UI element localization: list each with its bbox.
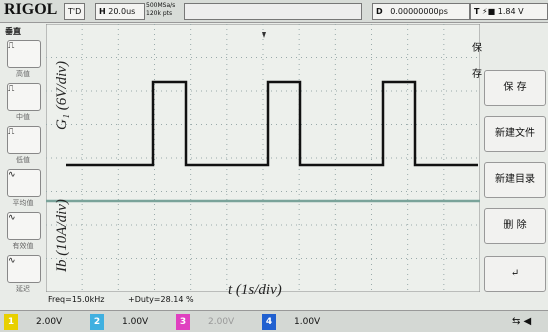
timebase: 20.0us <box>108 7 135 16</box>
t-label: T <box>474 7 479 16</box>
menu-caption: 高值 <box>2 69 44 79</box>
menu-caption: 中值 <box>2 112 44 122</box>
menu-caption: 有效值 <box>2 241 44 251</box>
left-menu-title: 垂直 <box>5 26 21 37</box>
h-label: H <box>99 7 106 16</box>
soft-key[interactable]: 新建文件 <box>484 116 546 152</box>
trigger-mode[interactable]: T'D <box>64 3 85 20</box>
usb-icon: ⇆ ◀ <box>512 316 531 327</box>
menu-button[interactable]: ∿ <box>7 169 41 197</box>
memory-bar <box>184 3 362 20</box>
memory-depth: 120k pts <box>146 10 172 17</box>
menu-caption: 延迟 <box>2 284 44 294</box>
d-label: D <box>376 7 383 16</box>
channel-scale: 1.00V <box>294 314 320 330</box>
channel-number[interactable]: 2 <box>90 314 104 330</box>
sample-rate: 500MSa/s <box>146 2 175 9</box>
delay: 0.00000000ps <box>390 7 448 16</box>
soft-key[interactable]: 新建目录 <box>484 162 546 198</box>
menu-button[interactable]: ∿ <box>7 212 41 240</box>
oscilloscope-screen: RIGOL T'D H 20.0us 500MSa/s120k pts D 0.… <box>0 0 548 332</box>
waveform-display <box>46 24 480 292</box>
trigger-level: 1.84 V <box>498 7 524 16</box>
menu-caption: 低值 <box>2 155 44 165</box>
brand: RIGOL <box>4 1 57 19</box>
x-annotation: t (1s/div) <box>228 282 282 299</box>
soft-key[interactable]: 保 存 <box>484 70 546 106</box>
y-upper-annotation: G₁ (6V/div) <box>54 61 71 130</box>
y-lower-annotation: Ib (10A/div) <box>54 199 71 272</box>
menu-button[interactable]: ∿ <box>7 255 41 283</box>
back-button[interactable]: ↵ <box>484 256 546 292</box>
soft-key[interactable]: 删 除 <box>484 208 546 244</box>
menu-button[interactable]: ⎍ <box>7 83 41 111</box>
right-menu-title: 保存 <box>472 36 484 88</box>
channel-number[interactable]: 3 <box>176 314 190 330</box>
menu-button[interactable]: ⎍ <box>7 126 41 154</box>
measurement: +Duty=28.14 % <box>128 295 194 304</box>
channel-number[interactable]: 1 <box>4 314 18 330</box>
channel-number[interactable]: 4 <box>262 314 276 330</box>
measurement: Freq=15.0kHz <box>48 295 105 304</box>
menu-caption: 平均值 <box>2 198 44 208</box>
channel-scale: 1.00V <box>122 314 148 330</box>
channel-scale: 2.00V <box>36 314 62 330</box>
menu-button[interactable]: ⎍ <box>7 40 41 68</box>
channel-scale: 2.00V <box>208 314 234 330</box>
